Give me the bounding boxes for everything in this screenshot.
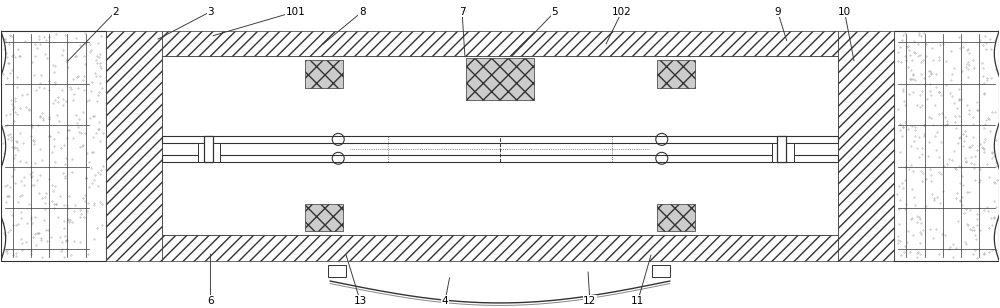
Text: 2: 2: [112, 7, 119, 17]
Text: 9: 9: [774, 7, 781, 17]
Bar: [777, 136, 786, 162]
Bar: [305, 204, 343, 231]
Bar: [305, 60, 343, 88]
Bar: [328, 265, 346, 277]
Bar: [466, 58, 534, 100]
Bar: [838, 30, 894, 261]
Bar: [657, 60, 695, 88]
Bar: [162, 136, 838, 143]
Text: 13: 13: [354, 296, 367, 306]
Text: 101: 101: [285, 7, 305, 17]
Text: 102: 102: [612, 7, 632, 17]
Bar: [162, 155, 838, 162]
Text: 5: 5: [552, 7, 558, 17]
Bar: [162, 56, 838, 235]
Bar: [1, 30, 106, 261]
Bar: [198, 143, 220, 162]
Text: 12: 12: [583, 296, 597, 306]
Text: 6: 6: [207, 296, 214, 306]
Bar: [204, 136, 213, 162]
Text: 4: 4: [442, 296, 448, 306]
Bar: [657, 204, 695, 231]
Bar: [162, 235, 838, 261]
Text: 11: 11: [631, 296, 644, 306]
Bar: [772, 143, 794, 162]
Bar: [162, 30, 838, 56]
Text: 8: 8: [359, 7, 366, 17]
Text: 7: 7: [459, 7, 465, 17]
Bar: [106, 30, 162, 261]
Bar: [894, 30, 999, 261]
Text: 10: 10: [838, 7, 851, 17]
Bar: [652, 265, 670, 277]
Text: 3: 3: [207, 7, 214, 17]
